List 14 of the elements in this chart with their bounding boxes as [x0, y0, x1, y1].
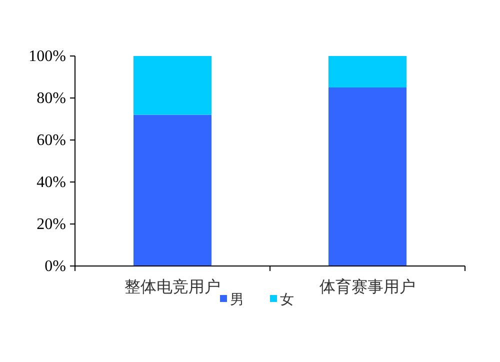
bar — [134, 56, 212, 115]
y-tick-label: 0% — [44, 258, 66, 275]
legend-label: 女 — [280, 292, 294, 308]
bar — [134, 114, 212, 266]
legend-label: 男 — [230, 292, 244, 308]
y-tick-label: 60% — [36, 132, 66, 149]
y-tick-label: 100% — [28, 48, 66, 65]
bar — [328, 88, 406, 266]
y-tick-label: 20% — [36, 216, 66, 233]
y-tick-label: 80% — [36, 90, 66, 107]
x-tick-label: 整体电竞用户 — [124, 277, 220, 296]
y-tick-label: 40% — [36, 174, 66, 191]
x-tick-label: 体育赛事用户 — [320, 277, 416, 296]
bar — [328, 56, 406, 88]
